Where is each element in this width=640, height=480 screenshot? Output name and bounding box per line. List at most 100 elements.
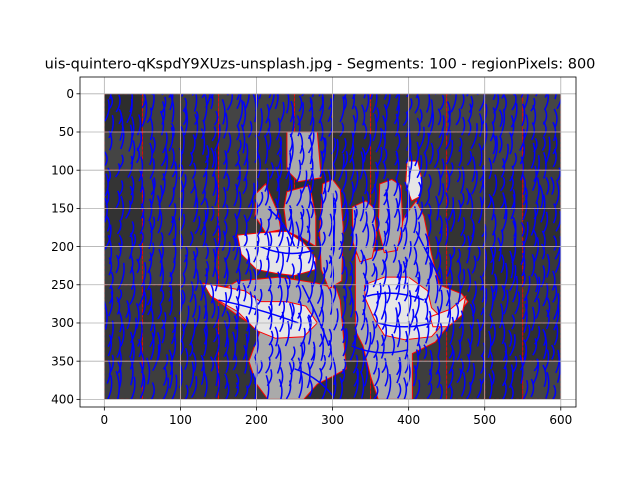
contour-line [554, 93, 557, 100]
contour-line [119, 93, 121, 95]
contour-line [147, 295, 153, 316]
contour-line [385, 192, 391, 247]
contour-line [372, 93, 378, 113]
contour-line [471, 280, 477, 303]
contour-line [179, 339, 184, 356]
contour-line [159, 110, 165, 136]
contour-line [460, 217, 466, 237]
contour-line [254, 199, 259, 220]
contour-line [458, 310, 464, 329]
contour-line [510, 384, 514, 400]
contour-line [522, 194, 528, 221]
contour-line [108, 257, 113, 276]
contour-line [339, 96, 345, 123]
contour-line [351, 327, 358, 346]
contour-line [201, 93, 205, 99]
contour-line [375, 216, 380, 232]
contour-line [471, 255, 477, 274]
contour-line [151, 93, 155, 111]
contour-line [190, 375, 198, 398]
y-tick-label: 400 [51, 393, 74, 407]
contour-line [150, 177, 156, 196]
contour-line [128, 232, 134, 260]
contour-line [129, 331, 134, 358]
contour-line [395, 273, 401, 301]
contour-line [339, 122, 345, 137]
contour-line [117, 262, 125, 290]
contour-line [120, 123, 125, 150]
contour-line [530, 122, 536, 141]
contour-line [286, 167, 291, 191]
contour-line [203, 328, 208, 357]
contour-line [439, 94, 445, 111]
contour-line [137, 243, 142, 262]
contour-line [277, 271, 281, 289]
contour-line [192, 250, 197, 279]
contour-line [319, 150, 324, 178]
contour-line [363, 93, 367, 99]
contour-line [530, 142, 536, 169]
contour-line [192, 293, 197, 318]
contour-line [383, 93, 388, 100]
contour-line [213, 110, 219, 126]
contour-line [210, 147, 215, 168]
contour-line [446, 253, 452, 277]
contour-line [543, 93, 549, 111]
contour-line [268, 93, 275, 111]
contour-line [115, 94, 121, 113]
contour-line [242, 385, 249, 400]
contour-line [520, 240, 526, 266]
contour-line [332, 93, 335, 95]
contour-line [221, 99, 226, 125]
contour-line [338, 153, 345, 182]
contour-line [341, 295, 347, 319]
contour-line [224, 381, 230, 400]
contour-line [479, 166, 485, 194]
contour-line [446, 290, 451, 318]
contour-line [160, 96, 167, 114]
contour-line [503, 289, 509, 315]
contour-line [129, 341, 135, 370]
contour-line [203, 93, 208, 122]
contour-line [200, 128, 206, 155]
contour-line [204, 260, 209, 277]
contour-line [513, 93, 516, 96]
contour-line [318, 289, 324, 317]
contour-line [396, 259, 401, 279]
contour-line [545, 309, 550, 330]
contour-line [546, 253, 551, 278]
contour-line [531, 165, 538, 192]
contour-line [530, 378, 535, 398]
contour-line [524, 324, 531, 343]
contour-line [285, 93, 290, 114]
contour-line [426, 310, 432, 329]
contour-line [468, 95, 474, 113]
contour-line [395, 113, 399, 137]
contour-line [424, 189, 430, 207]
contour-line [322, 170, 327, 195]
contour-line [492, 93, 496, 101]
contour-line [512, 355, 518, 373]
contour-line [320, 333, 324, 362]
contour-line [456, 248, 461, 263]
contour-line [226, 93, 230, 96]
contour-line [359, 196, 365, 222]
contour-line [396, 133, 401, 151]
contour-line [135, 147, 140, 164]
contour-line [360, 308, 366, 331]
contour-line [447, 197, 455, 221]
contour-line [416, 117, 421, 137]
contour-line [348, 181, 355, 206]
contour-line [457, 275, 462, 305]
contour-line [268, 93, 272, 99]
contour-line [258, 93, 262, 100]
contour-line [137, 321, 143, 347]
contour-line [427, 214, 432, 237]
contour-line [436, 252, 442, 274]
contour-line [146, 107, 153, 124]
contour-line [359, 151, 364, 180]
contour-line [520, 156, 525, 181]
contour-line [140, 93, 142, 96]
contour-line [414, 96, 420, 114]
contour-line [189, 361, 195, 388]
